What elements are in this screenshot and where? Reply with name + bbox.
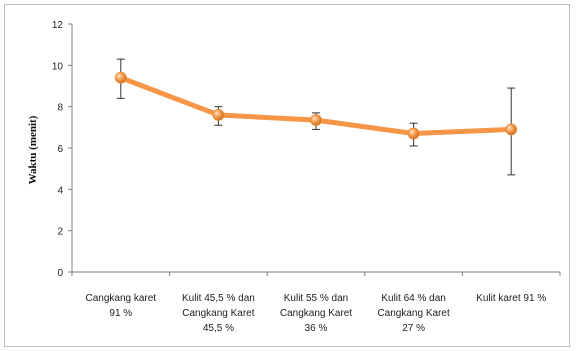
data-point	[407, 127, 420, 140]
x-category-label-line: Cangkang Karet	[377, 308, 449, 319]
data-point	[212, 109, 225, 121]
x-category-label-line: Kulit 55 % dan	[284, 293, 349, 304]
x-category-label-line: 27 %	[402, 323, 425, 334]
y-tick-label: 10	[52, 61, 64, 72]
x-category-label-line: 36 %	[305, 323, 328, 334]
y-tick-label: 12	[52, 20, 64, 31]
x-category-label: Kulit 64 % dan Cangkang Karet 27 %	[377, 293, 449, 334]
data-point	[310, 114, 322, 126]
data-point	[114, 71, 127, 84]
y-tick-label: 0	[57, 268, 63, 279]
x-category-label-line: Kulit karet 91 %	[476, 293, 546, 304]
chart-frame	[4, 4, 570, 347]
y-tick-label: 2	[57, 227, 63, 238]
y-tick-label: 4	[57, 185, 63, 196]
y-tick-label: 8	[57, 103, 63, 114]
x-category-label: Cangkang karet 91 %	[85, 293, 156, 319]
x-category-label: Kulit 55 % dan Cangkang Karet 36 %	[280, 293, 352, 334]
x-category-label-line: Kulit 45,5 % dan	[182, 293, 255, 304]
x-category-label-line: 45,5 %	[203, 323, 234, 334]
x-category-label: Kulit karet 91 %	[476, 293, 546, 304]
x-category-label-line: Kulit 64 % dan	[381, 293, 446, 304]
y-axis-label: Waktu (menit)	[27, 115, 39, 184]
y-tick-label: 6	[57, 144, 63, 155]
data-point	[505, 123, 518, 136]
x-category-label: Kulit 45,5 % dan Cangkang Karet 45,5 %	[182, 293, 255, 334]
x-category-label-line: Cangkang Karet	[280, 308, 352, 319]
x-category-label-line: 91 %	[109, 308, 132, 319]
x-category-label-line: Cangkang Karet	[182, 308, 254, 319]
x-category-label-line: Cangkang karet	[85, 293, 156, 304]
